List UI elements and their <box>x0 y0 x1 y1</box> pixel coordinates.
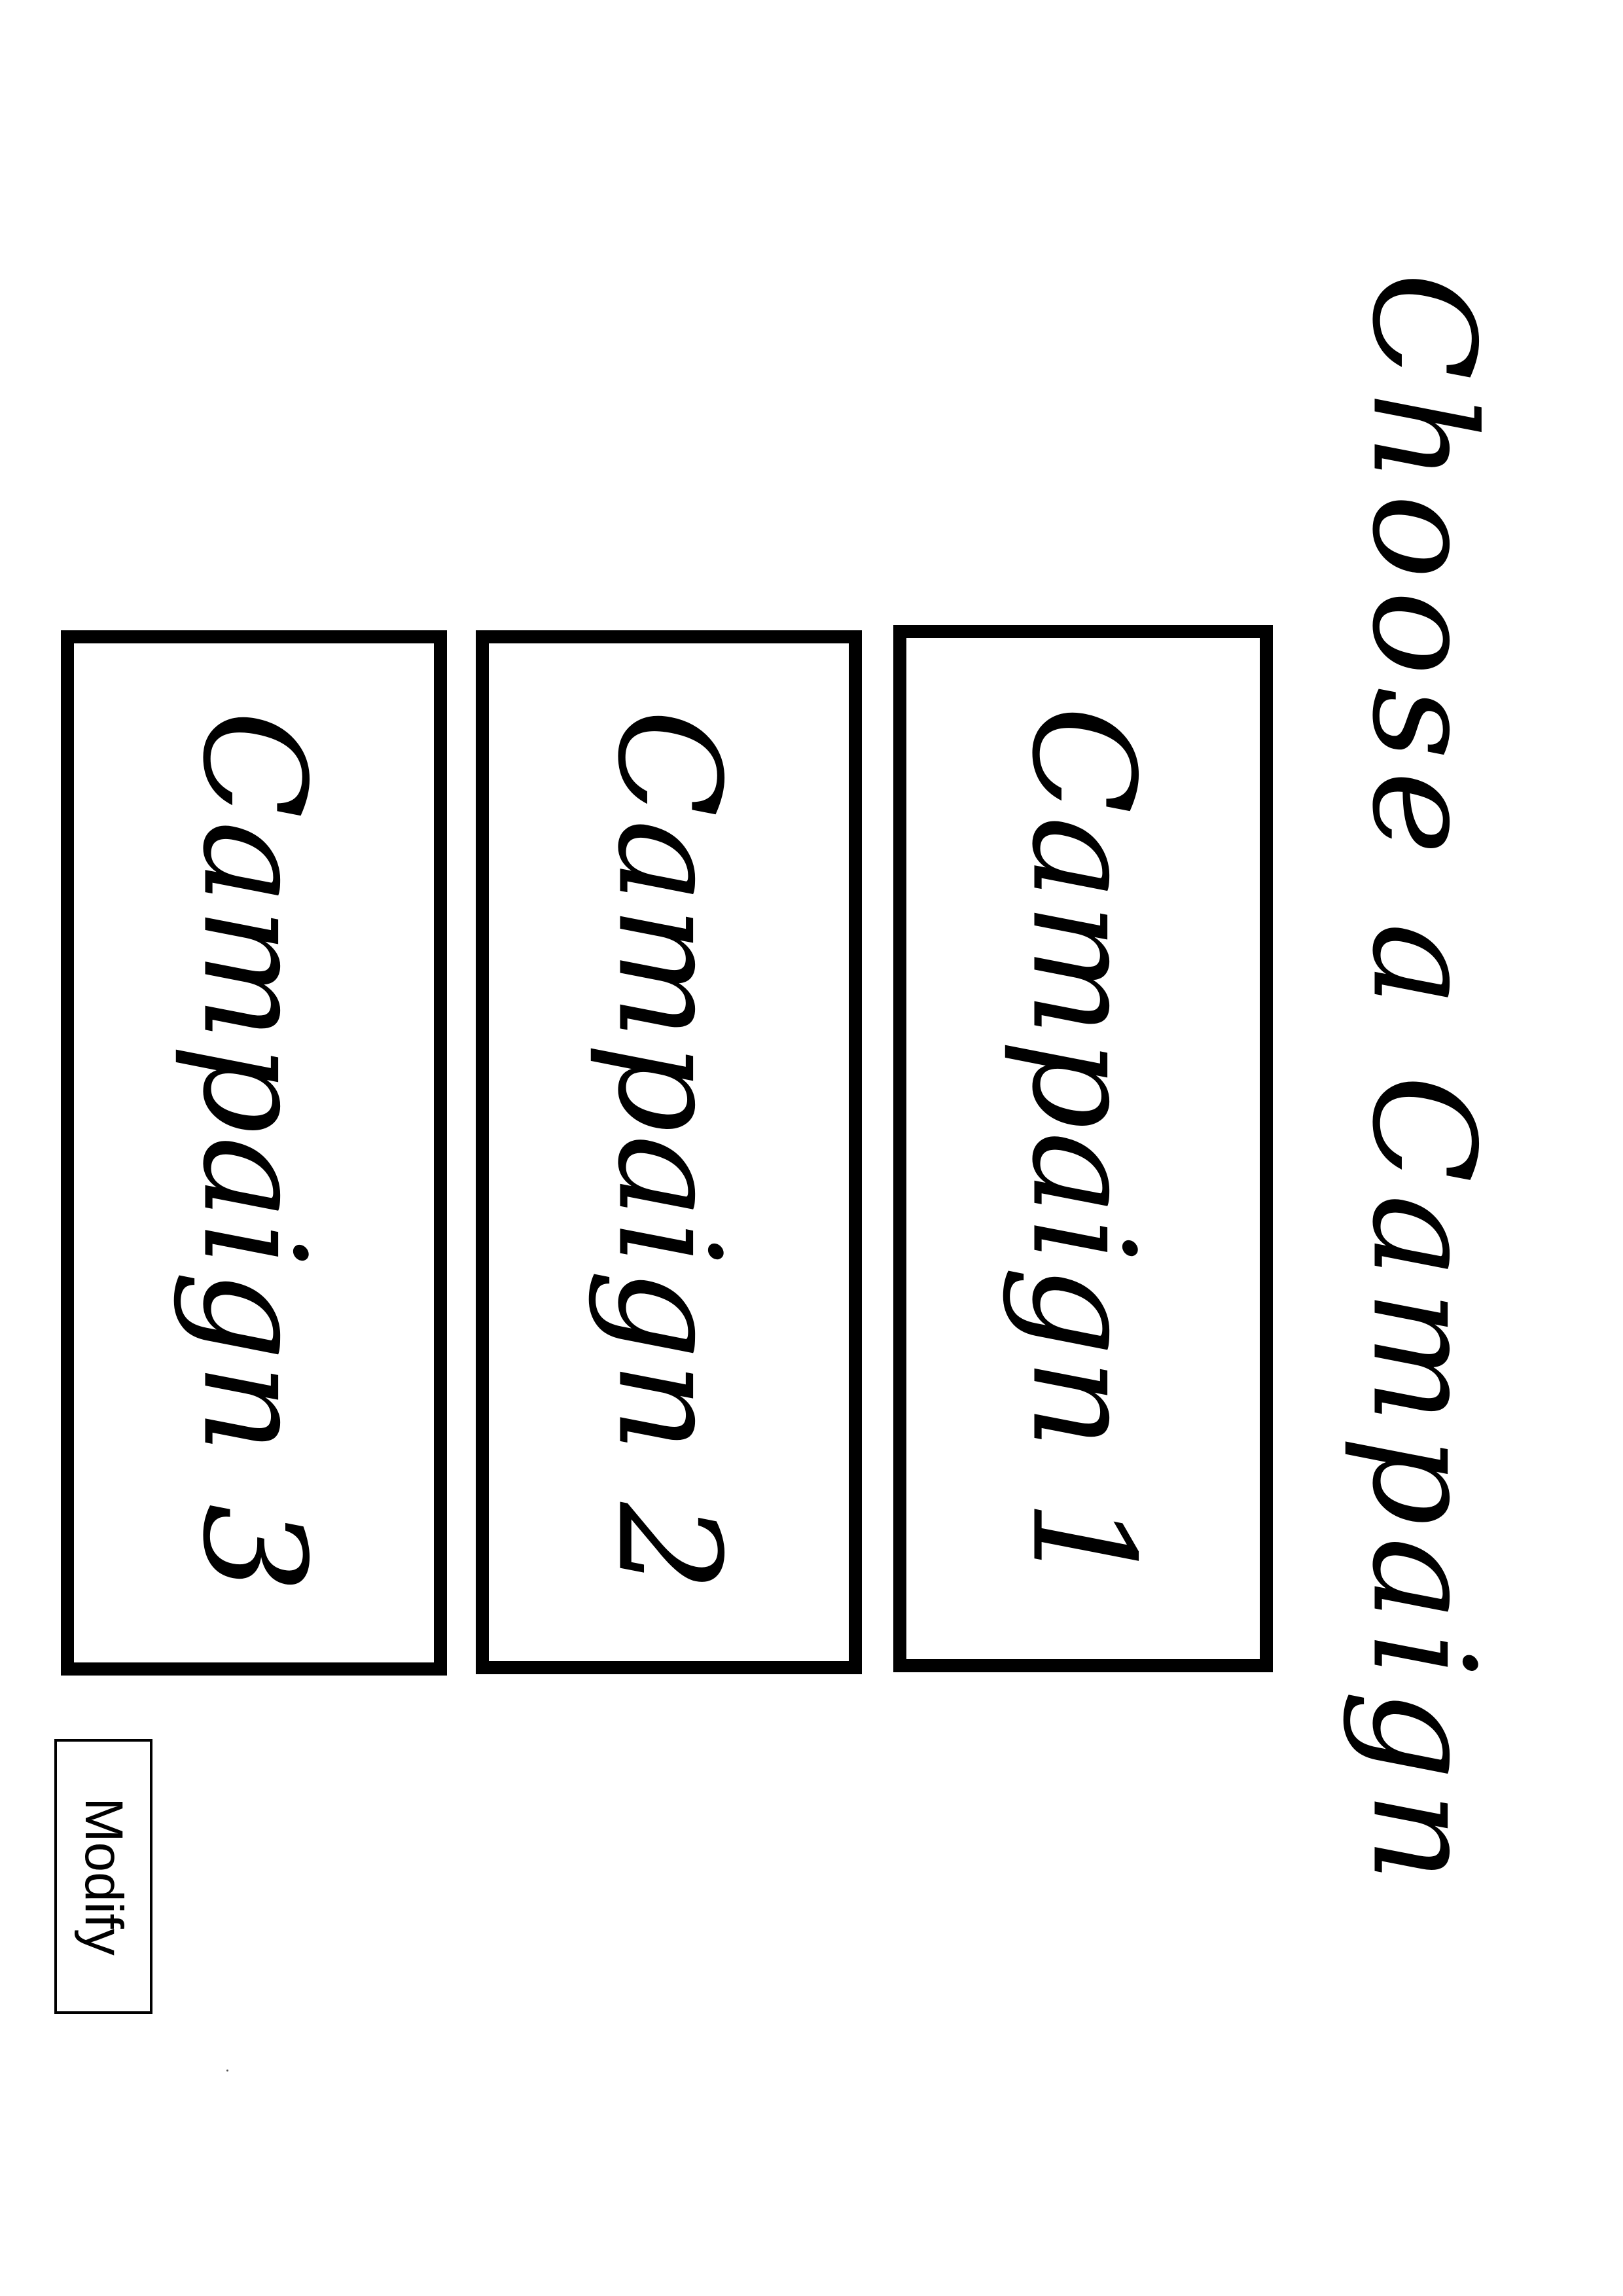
modify-button-label: Modify <box>74 1797 134 1956</box>
campaign-1-label: Campaign 1 <box>1001 706 1166 1592</box>
campaign-3-button[interactable] <box>61 630 447 1676</box>
campaign-2-button[interactable] <box>476 630 862 1674</box>
modify-button[interactable] <box>54 1739 152 2014</box>
page-title: Choose a Campaign <box>1341 272 1506 1894</box>
campaign-1-button[interactable] <box>893 625 1273 1672</box>
campaign-2-label: Campaign 2 <box>586 709 751 1595</box>
campaign-3-label: Campaign 3 <box>171 710 336 1596</box>
speck-mark <box>226 2070 228 2072</box>
